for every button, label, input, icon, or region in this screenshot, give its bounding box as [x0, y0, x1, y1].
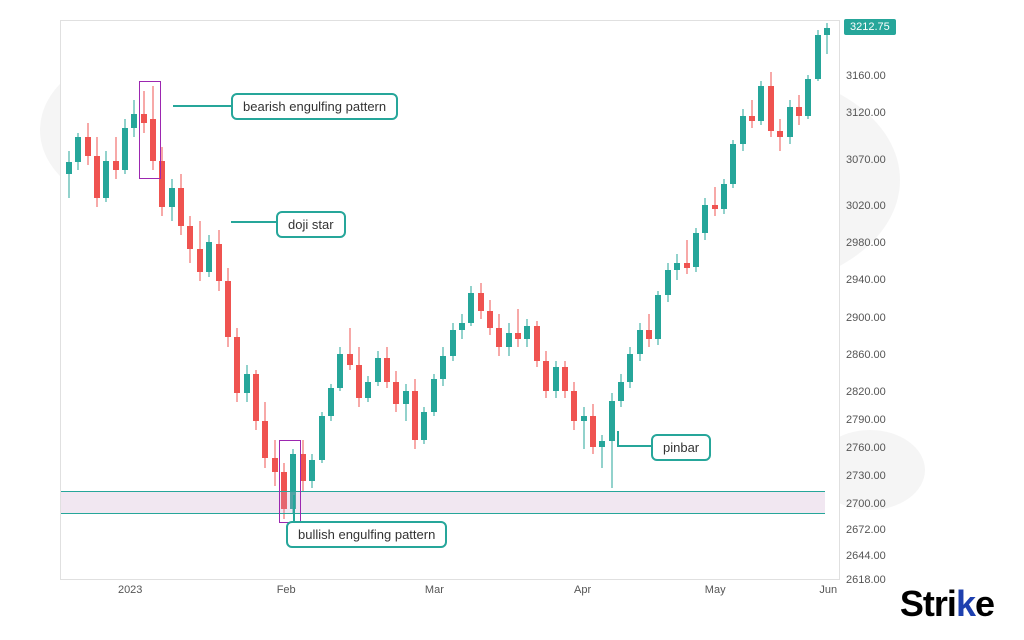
price-tick: 2644.00 [846, 550, 886, 562]
price-tick: 3120.00 [846, 107, 886, 119]
candlestick-chart: bearish engulfing pattern doji star pinbar… [60, 20, 840, 580]
strike-logo: Strike [900, 583, 994, 625]
price-tick: 2760.00 [846, 442, 886, 454]
price-tick: 2618.00 [846, 574, 886, 586]
price-tick: 2980.00 [846, 237, 886, 249]
annotation-connector [231, 221, 276, 223]
time-axis: 2023 Feb Mar Apr May Jun [60, 584, 840, 604]
price-tick: 2860.00 [846, 349, 886, 361]
annotation-label: bullish engulfing pattern [286, 521, 447, 548]
annotation-connector [617, 445, 651, 447]
price-tick: 2790.00 [846, 414, 886, 426]
current-price-marker: 3212.75 [844, 19, 896, 35]
price-tick: 3070.00 [846, 154, 886, 166]
annotation-label: pinbar [651, 434, 711, 461]
price-axis: 2618.002644.002672.002700.002730.002760.… [842, 20, 922, 580]
annotation-connector [173, 105, 231, 107]
time-tick: Feb [277, 584, 296, 596]
time-tick: Jun [819, 584, 837, 596]
price-tick: 2700.00 [846, 498, 886, 510]
annotation-connector [293, 495, 295, 521]
price-tick: 2672.00 [846, 524, 886, 536]
price-tick: 3020.00 [846, 200, 886, 212]
price-tick: 2820.00 [846, 386, 886, 398]
time-tick: Apr [574, 584, 591, 596]
pattern-highlight-box [279, 440, 301, 524]
price-tick: 3160.00 [846, 70, 886, 82]
support-zone [61, 491, 825, 514]
price-tick: 2730.00 [846, 470, 886, 482]
time-tick: 2023 [118, 584, 142, 596]
time-tick: Mar [425, 584, 444, 596]
pattern-highlight-box [139, 81, 161, 179]
time-tick: May [705, 584, 726, 596]
price-tick: 2940.00 [846, 274, 886, 286]
annotation-label: doji star [276, 211, 346, 238]
annotation-label: bearish engulfing pattern [231, 93, 398, 120]
price-tick: 2900.00 [846, 312, 886, 324]
